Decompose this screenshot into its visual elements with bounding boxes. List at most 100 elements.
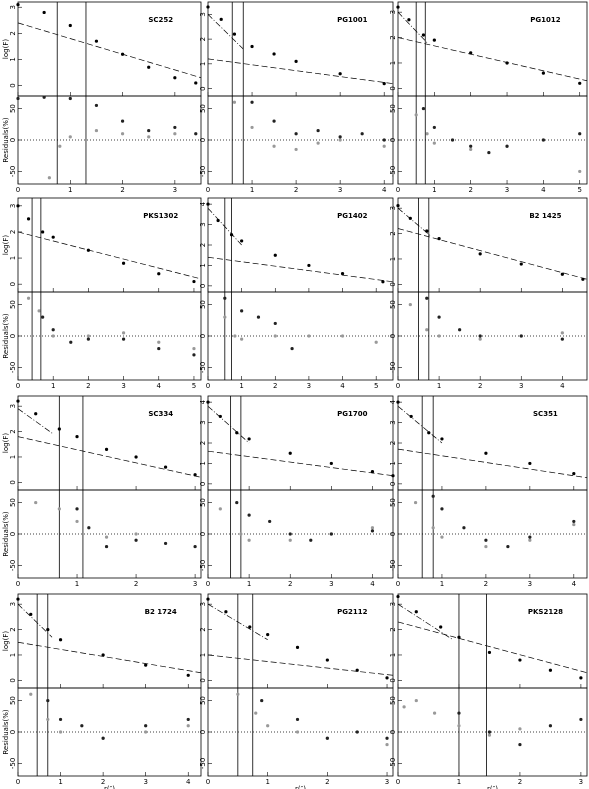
dashed-line: [207, 654, 394, 676]
y-tick-label: 3: [9, 602, 17, 606]
dashed-line: [17, 436, 202, 478]
y-tick-label: 1: [199, 263, 207, 267]
x-tick-label: 0: [206, 382, 210, 390]
resid_grey-point: [307, 334, 311, 338]
profile-point: [206, 597, 210, 601]
x-tick-label: 5: [374, 382, 378, 390]
profile-point: [407, 18, 411, 22]
resid_dark-point: [272, 119, 276, 123]
resid_grey-point: [104, 535, 109, 539]
y-axis-label: log(F): [2, 433, 10, 453]
profile-point: [457, 635, 461, 639]
profile-point: [421, 33, 426, 37]
resid_grey-point: [338, 138, 342, 142]
panel: PG1700 0 1 2 3 4 0 1 2 3 4 -50 0 50: [199, 395, 395, 588]
y-tick-label: -50: [199, 166, 207, 177]
y-axis-label: log(F): [2, 631, 10, 651]
x-tick-label: 0: [16, 778, 20, 786]
y-tick-label: -50: [9, 758, 17, 769]
x-tick-label: 3: [528, 580, 532, 588]
profile-point: [218, 414, 222, 419]
resid_grey-point: [173, 132, 177, 136]
dashed-line: [17, 641, 202, 674]
x-tick-label: 0: [396, 778, 400, 786]
resid_grey-point: [51, 334, 55, 338]
panel-title: SC351: [533, 410, 558, 418]
resid_grey-point: [432, 711, 437, 715]
resid_grey-point: [26, 296, 31, 300]
resid_dark-point: [121, 337, 126, 341]
x-tick-label: 1: [51, 382, 55, 390]
profile-point: [288, 451, 292, 455]
profile-point: [578, 81, 582, 85]
profile-point: [235, 431, 239, 435]
x-tick-label: 0: [206, 778, 210, 786]
y-axis-label: log(F): [2, 39, 10, 59]
resid_grey-point: [58, 730, 63, 734]
y-tick-label: 2: [199, 37, 207, 41]
resid_dark-point: [295, 717, 300, 722]
resid_dark-point: [316, 128, 320, 133]
y-tick-label: 3: [9, 404, 17, 408]
resid_dark-point: [58, 717, 63, 722]
resid_dark-point: [382, 138, 386, 142]
x-tick-label: 4: [382, 186, 387, 194]
resid_dark-point: [157, 346, 161, 351]
resid_grey-point: [186, 724, 190, 728]
y-tick-label: 50: [9, 696, 17, 705]
resid_grey-point: [233, 334, 237, 338]
y-tick-label: 0: [9, 83, 17, 87]
x-tick-label: 4: [186, 778, 191, 786]
profile-point: [104, 447, 109, 451]
dashed-line: [17, 231, 202, 280]
profile-point: [329, 461, 333, 466]
resid_dark-point: [294, 132, 298, 136]
resid_dark-point: [469, 144, 473, 148]
x-tick-label: 2: [325, 778, 329, 786]
y-tick-label: 3: [199, 12, 207, 16]
y-tick-label: 1: [9, 455, 17, 459]
resid_dark-point: [338, 135, 342, 139]
x-tick-label: 1: [440, 580, 444, 588]
x-tick-label: 2: [101, 778, 105, 786]
resid_grey-point: [37, 309, 41, 313]
profile-point: [68, 23, 72, 28]
y-tick-label: 0: [389, 138, 397, 142]
resid_dark-point: [69, 340, 73, 344]
y-tick-label: 0: [199, 334, 207, 338]
profile-point: [338, 72, 342, 76]
y-tick-label: 0: [389, 334, 397, 338]
profile-point: [192, 279, 196, 284]
resid_dark-point: [120, 119, 125, 123]
x-tick-label: 0: [206, 580, 210, 588]
resid_grey-point: [425, 328, 429, 332]
profile-point: [75, 435, 79, 439]
resid_dark-point: [572, 519, 576, 524]
panel-title: PG1402: [337, 212, 367, 220]
resid_dark-point: [256, 315, 261, 319]
y-tick-label: 0: [9, 334, 17, 338]
x-tick-label: 1: [75, 580, 79, 588]
resid_dark-point: [431, 494, 435, 498]
profile-point: [121, 261, 126, 265]
y-tick-label: 1: [199, 653, 207, 657]
resid_grey-point: [144, 730, 148, 734]
y-tick-label: 3: [199, 420, 207, 424]
profile-point: [247, 437, 251, 441]
y-tick-label: 3: [389, 206, 397, 210]
resid_dark-point: [223, 296, 227, 300]
y-tick-label: 50: [389, 300, 397, 309]
y-tick-label: 2: [9, 31, 17, 35]
resid_dark-point: [309, 538, 313, 542]
y-tick-label: 2: [9, 627, 17, 631]
x-tick-label: 3: [579, 778, 583, 786]
profile-point: [425, 229, 429, 233]
y-tick-label: -50: [199, 758, 207, 769]
y-tick-label: -50: [199, 362, 207, 373]
resid_grey-point: [402, 705, 406, 709]
panel: B2 1425 0 1 2 3 4 0 1 2 3 -50 0 50: [389, 197, 588, 390]
resid_dark-point: [273, 321, 277, 326]
profile-point: [206, 202, 210, 206]
profile-point: [385, 676, 389, 680]
profile-point: [94, 39, 99, 43]
